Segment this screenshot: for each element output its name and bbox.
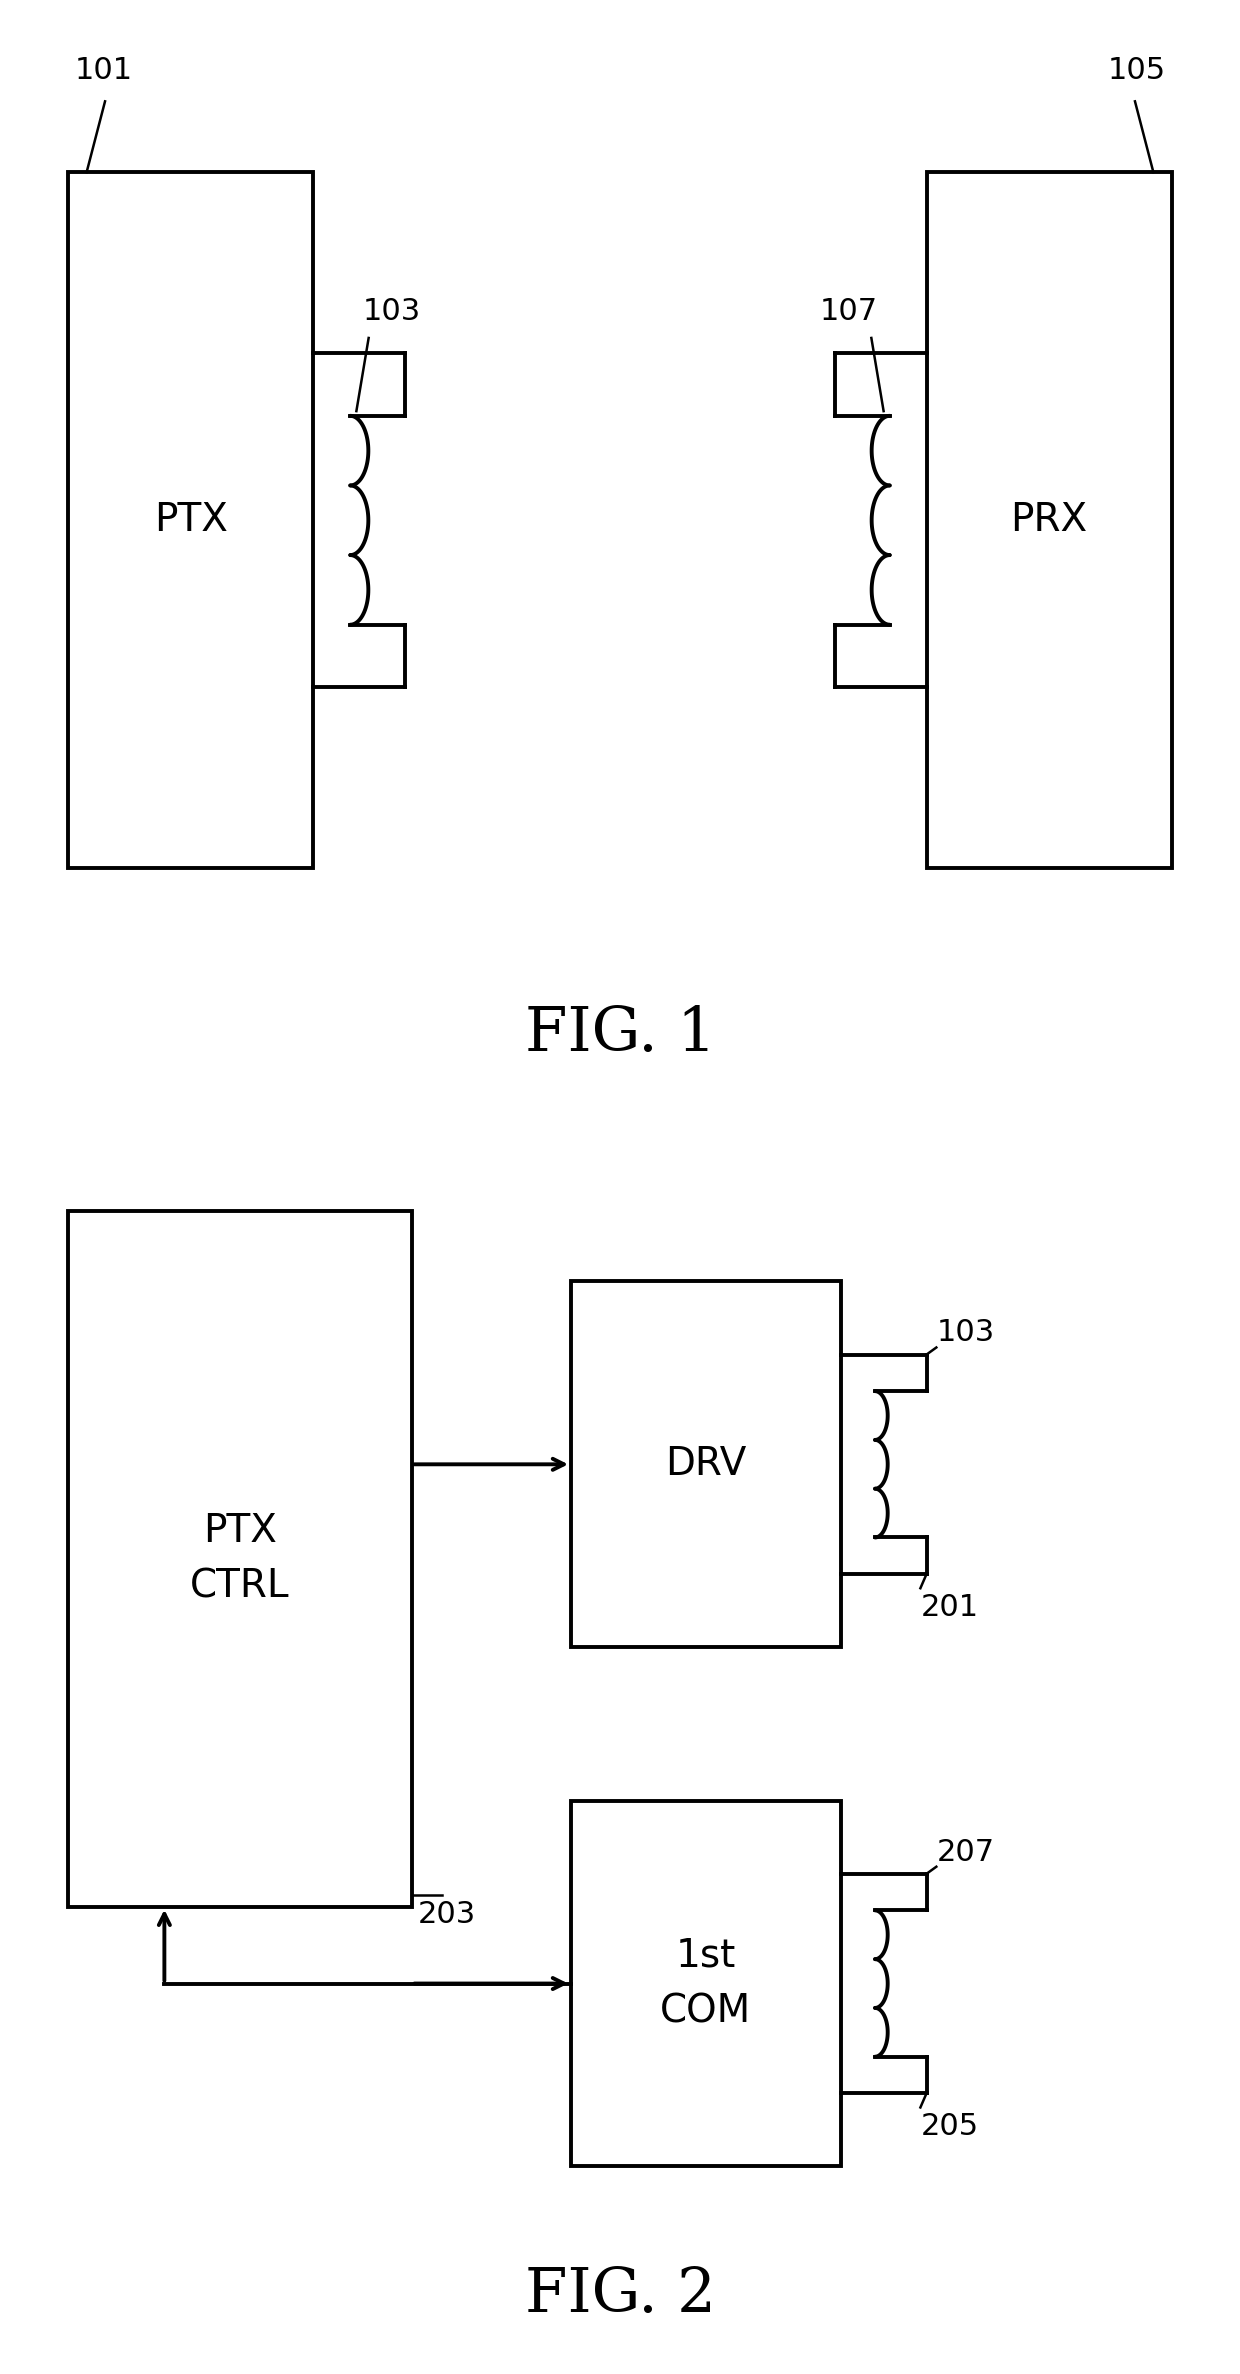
Text: 201: 201 bbox=[920, 1593, 978, 1621]
FancyBboxPatch shape bbox=[570, 1799, 841, 2167]
FancyBboxPatch shape bbox=[570, 1282, 841, 1648]
Text: FIG. 2: FIG. 2 bbox=[525, 2265, 715, 2324]
Text: 207: 207 bbox=[936, 1837, 994, 1866]
Text: 1st
COM: 1st COM bbox=[660, 1937, 751, 2030]
Text: 203: 203 bbox=[418, 1899, 476, 1928]
Text: PRX: PRX bbox=[1011, 501, 1087, 539]
Text: 105: 105 bbox=[1107, 57, 1166, 85]
Text: 107: 107 bbox=[820, 297, 878, 325]
FancyBboxPatch shape bbox=[68, 1211, 412, 1906]
Text: 103: 103 bbox=[936, 1318, 994, 1348]
Text: 101: 101 bbox=[74, 57, 133, 85]
Text: DRV: DRV bbox=[665, 1446, 746, 1484]
Text: FIG. 1: FIG. 1 bbox=[525, 1004, 715, 1064]
Text: 205: 205 bbox=[920, 2113, 978, 2141]
Text: PTX: PTX bbox=[154, 501, 228, 539]
Text: PTX
CTRL: PTX CTRL bbox=[190, 1512, 290, 1605]
Text: 103: 103 bbox=[362, 297, 420, 325]
FancyBboxPatch shape bbox=[926, 173, 1172, 869]
FancyBboxPatch shape bbox=[68, 173, 314, 869]
